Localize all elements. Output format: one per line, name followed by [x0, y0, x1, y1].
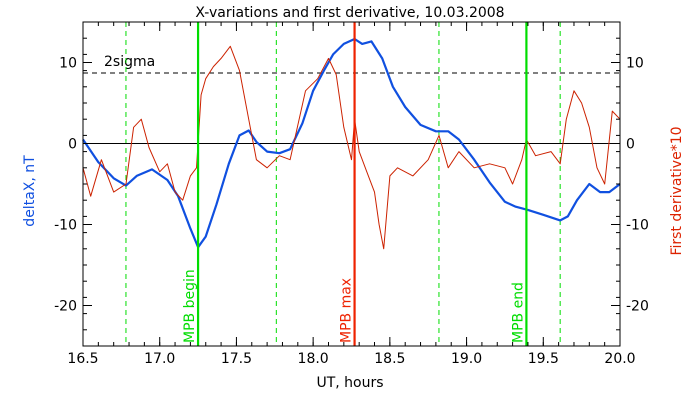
- x-tick-label: 20.0: [604, 351, 635, 367]
- marker-label-2: MPB end: [510, 282, 526, 343]
- marker-label-0: MPB begin: [182, 269, 198, 343]
- y-tick-label-right: 10: [626, 56, 644, 72]
- y-tick-label-right: -10: [626, 218, 649, 234]
- series-deltaX-line: [82, 37, 621, 249]
- sigma-label: 2sigma: [104, 54, 155, 70]
- x-axis-label: UT, hours: [316, 375, 383, 391]
- y-axis-label-left: deltaX, nT: [22, 155, 38, 227]
- y-tick-label-right: -20: [626, 299, 649, 315]
- chart-title: X-variations and first derivative, 10.03…: [195, 5, 504, 21]
- x-tick-label: 17.0: [144, 351, 175, 367]
- marker-label-1: MPB max: [339, 278, 355, 343]
- y-tick-label-left: 10: [59, 56, 77, 72]
- x-tick-label: 19.5: [528, 351, 559, 367]
- y-tick-label-left: 0: [68, 137, 77, 153]
- y-tick-label-left: -20: [54, 299, 77, 315]
- y-tick-label-right: 0: [626, 137, 635, 153]
- x-tick-label: 16.5: [67, 351, 98, 367]
- x-tick-label: 19.0: [451, 351, 482, 367]
- x-tick-label: 18.0: [298, 351, 329, 367]
- series-derivative-line: [82, 45, 621, 250]
- x-tick-label: 17.5: [221, 351, 252, 367]
- y-axis-label-right: First derivative*10: [669, 126, 685, 255]
- x-tick-label: 18.5: [374, 351, 405, 367]
- y-tick-label-left: -10: [54, 218, 77, 234]
- plot-layer: MPB begin MPB max MPB end 16.5 17.0 17.5 18.0 1…: [54, 21, 649, 367]
